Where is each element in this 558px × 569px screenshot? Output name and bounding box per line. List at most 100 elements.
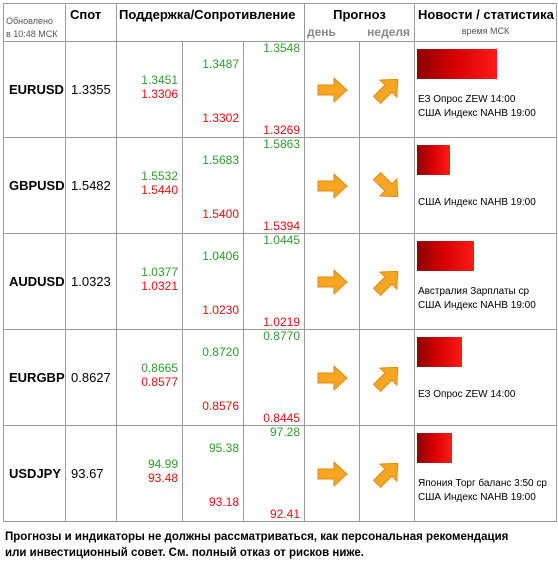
arrow-down-icon <box>372 171 399 197</box>
day-forecast-cell <box>304 137 360 234</box>
day-arrow <box>305 138 359 233</box>
table-row: EURGBP 0.8627 0.8665 0.8577 0.8720 0.8576 0.87… <box>3 329 557 426</box>
level-cell: 0.8665 0.8577 <box>116 329 183 426</box>
forecast-table: Обновлено в 10:48 МСК Спот Поддержка/Соп… <box>3 3 557 522</box>
resistance-level: 95.38 <box>208 441 239 455</box>
arrow-right-icon <box>317 364 348 391</box>
importance-bar <box>417 241 474 271</box>
arrow-right-icon <box>317 76 348 103</box>
level-cell: 0.8770 0.8445 <box>243 329 305 426</box>
news-cell: США Индекс NAHB 19:00 <box>414 137 557 234</box>
arrow-right-icon <box>317 172 348 199</box>
week-forecast-cell <box>359 41 415 138</box>
pair-name: GBPUSD <box>9 178 65 193</box>
pair-cell: GBPUSD <box>3 137 66 234</box>
resistance-level: 1.5532 <box>141 169 178 183</box>
level-cell: 1.3451 1.3306 <box>116 41 183 138</box>
resistance-level: 97.28 <box>269 425 300 439</box>
resistance-level: 1.0377 <box>141 265 178 279</box>
arrow-up-icon <box>372 78 399 104</box>
level-cell: 1.3487 1.3302 <box>182 41 244 138</box>
spot-cell: 1.3355 <box>65 41 117 138</box>
support-level: 1.5400 <box>202 207 239 221</box>
pair-name: EURUSD <box>9 82 64 97</box>
support-level: 0.8577 <box>141 375 178 389</box>
level-cell: 1.5683 1.5400 <box>182 137 244 234</box>
week-forecast-cell <box>359 329 415 426</box>
pair-cell: EURGBP <box>3 329 66 426</box>
resistance-level: 1.3451 <box>141 73 178 87</box>
header-updated: Обновлено в 10:48 МСК <box>3 3 66 42</box>
support-resistance-header: Поддержка/Сопротивление <box>119 7 296 22</box>
importance-bar <box>417 337 462 367</box>
news-item: США Индекс NAHB 19:00 <box>418 492 536 503</box>
support-level: 92.41 <box>269 507 300 521</box>
level-cell: 1.3548 1.3269 <box>243 41 305 138</box>
support-level: 1.5440 <box>141 183 178 197</box>
forecast-header: Прогноз <box>333 7 386 22</box>
importance-bar <box>417 433 452 463</box>
arrow-up-icon <box>372 270 399 296</box>
resistance-level: 1.0406 <box>202 249 239 263</box>
header-spot: Спот <box>65 3 117 42</box>
level-cell: 97.28 92.41 <box>243 425 305 522</box>
updated-time: в 10:48 МСК <box>6 29 58 39</box>
pair-name: USDJPY <box>9 466 62 481</box>
support-level: 1.5394 <box>263 219 300 233</box>
level-cell: 1.5863 1.5394 <box>243 137 305 234</box>
support-level: 1.0219 <box>263 315 300 329</box>
level-cell: 0.8720 0.8576 <box>182 329 244 426</box>
news-header: Новости / статистика <box>418 7 554 22</box>
week-forecast-cell <box>359 233 415 330</box>
day-forecast-cell <box>304 233 360 330</box>
spot-value: 1.0323 <box>71 274 111 289</box>
spot-cell: 93.67 <box>65 425 117 522</box>
pair-name: EURGBP <box>9 370 65 385</box>
footer-disclaimer: Прогнозы и индикаторы не должны рассматр… <box>5 531 509 559</box>
day-forecast-cell <box>304 41 360 138</box>
level-cell: 95.38 93.18 <box>182 425 244 522</box>
level-cell: 1.0445 1.0219 <box>243 233 305 330</box>
news-item: Япония Торг баланс 3:50 ср <box>418 478 547 489</box>
level-cell: 94.99 93.48 <box>116 425 183 522</box>
day-arrow <box>305 426 359 521</box>
week-arrow <box>360 426 414 521</box>
resistance-level: 0.8770 <box>263 329 300 343</box>
day-arrow <box>305 330 359 425</box>
support-level: 1.3269 <box>263 123 300 137</box>
header-forecast: Прогноз день неделя <box>304 3 415 42</box>
table-row: GBPUSD 1.5482 1.5532 1.5440 1.5683 1.5400 1.58… <box>3 137 557 234</box>
resistance-level: 94.99 <box>147 457 178 471</box>
pair-cell: AUDUSD <box>3 233 66 330</box>
day-arrow <box>305 234 359 329</box>
support-level: 93.18 <box>208 495 239 509</box>
spot-value: 1.5482 <box>71 178 111 193</box>
support-level: 1.3302 <box>202 111 239 125</box>
table-row: EURUSD 1.3355 1.3451 1.3306 1.3487 1.3302 1.35… <box>3 41 557 138</box>
arrow-right-icon <box>317 460 348 487</box>
header-support-resistance: Поддержка/Сопротивление <box>116 3 305 42</box>
support-level: 0.8445 <box>263 411 300 425</box>
support-level: 93.48 <box>147 471 178 485</box>
resistance-level: 1.3548 <box>263 41 300 55</box>
resistance-level: 0.8720 <box>202 345 239 359</box>
pair-name: AUDUSD <box>9 274 65 289</box>
level-cell: 1.5532 1.5440 <box>116 137 183 234</box>
spot-cell: 1.5482 <box>65 137 117 234</box>
news-item: США Индекс NAHB 19:00 <box>418 197 536 208</box>
week-header: неделя <box>367 25 410 39</box>
week-forecast-cell <box>359 137 415 234</box>
resistance-level: 1.0445 <box>263 233 300 247</box>
resistance-level: 1.3487 <box>202 57 239 71</box>
day-forecast-cell <box>304 329 360 426</box>
news-item: Австралия Зарплаты ср <box>418 286 530 297</box>
day-header: день <box>307 25 336 39</box>
news-item: ЕЗ Опрос ZEW 14:00 <box>418 389 516 400</box>
resistance-level: 1.5683 <box>202 153 239 167</box>
news-cell: Австралия Зарплаты ср США Индекс NAHB 19:… <box>414 233 557 330</box>
news-item: ЕЗ Опрос ZEW 14:00 <box>418 94 516 105</box>
updated-label: Обновлено <box>6 16 53 26</box>
spot-cell: 0.8627 <box>65 329 117 426</box>
importance-bar <box>417 49 497 79</box>
news-item: США Индекс NAHB 19:00 <box>418 108 536 119</box>
